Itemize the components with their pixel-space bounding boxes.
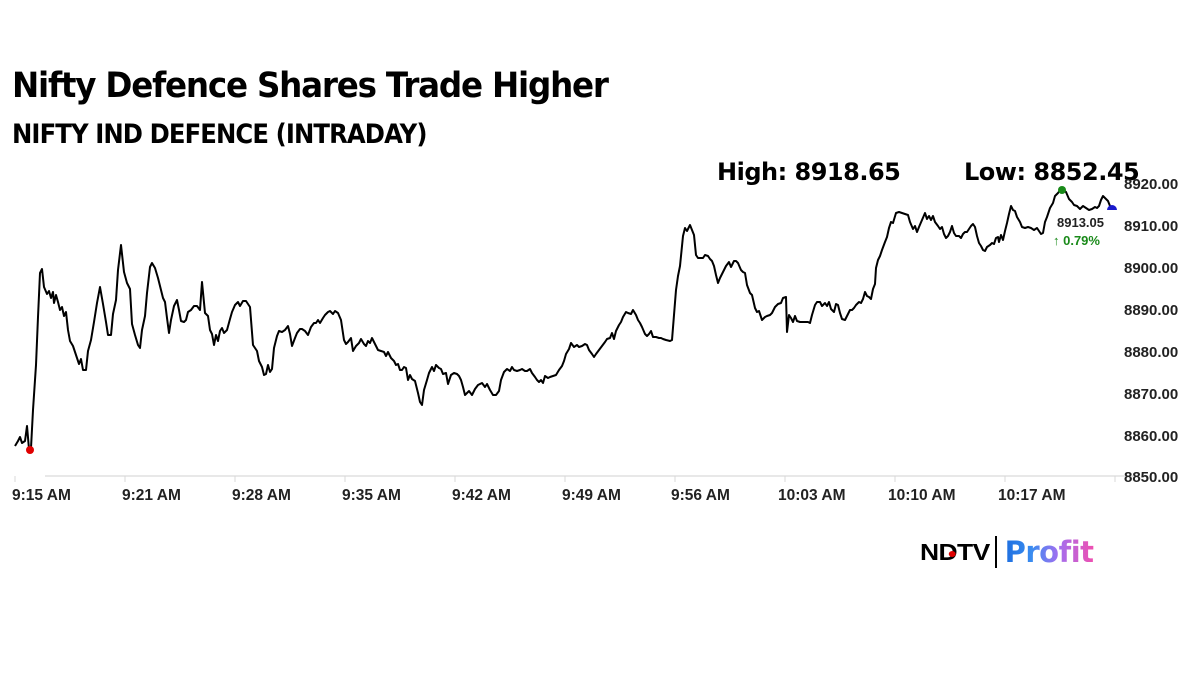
x-tick-label: 10:03 AM (778, 487, 845, 504)
x-axis-labels: 9:15 AM 9:21 AM 9:28 AM 9:35 AM 9:42 AM … (12, 487, 1065, 504)
chart-title: Nifty Defence Shares Trade Higher (12, 66, 609, 106)
price-line (14, 189, 1113, 450)
y-tick-label: 8860.00 (1124, 428, 1178, 445)
y-tick-label: 8850.00 (1124, 469, 1178, 486)
x-tick-label: 10:10 AM (888, 487, 955, 504)
x-tick-label: 9:56 AM (671, 487, 730, 504)
y-tick-label: 8910.00 (1124, 218, 1178, 235)
y-tick-label: 8880.00 (1124, 344, 1178, 361)
x-tick-label: 9:21 AM (122, 487, 181, 504)
x-tick-label: 9:35 AM (342, 487, 401, 504)
logo-divider (994, 536, 997, 568)
red-dot-icon (948, 550, 956, 557)
ndtv-wordmark: NDTV (920, 539, 990, 566)
ndtv-profit-logo: NDTV Profit (920, 535, 1094, 569)
y-tick-label: 8900.00 (1124, 260, 1178, 277)
chart-subtitle: NIFTY IND DEFENCE (INTRADAY) (12, 119, 427, 150)
y-tick-label: 8920.00 (1124, 176, 1178, 193)
last-value-marker (1107, 205, 1117, 210)
x-tick-label: 9:42 AM (452, 487, 511, 504)
x-tick-label: 9:15 AM (12, 487, 71, 504)
last-value-label: 8913.05 (1057, 215, 1104, 230)
high-marker (1058, 186, 1066, 194)
y-tick-label: 8890.00 (1124, 302, 1178, 319)
profit-wordmark: Profit (1004, 535, 1094, 569)
change-percent-label: ↑ 0.79% (1053, 233, 1100, 248)
low-marker (26, 446, 34, 454)
x-tick-label: 9:49 AM (562, 487, 621, 504)
x-tick-label: 10:17 AM (998, 487, 1065, 504)
x-axis-ticks (14, 476, 1116, 482)
low-value-label: Low: 8852.45 (964, 158, 1140, 186)
x-tick-label: 9:28 AM (232, 487, 291, 504)
y-axis-labels: 8920.00 8910.00 8900.00 8890.00 8880.00 … (1124, 176, 1178, 486)
y-tick-label: 8870.00 (1124, 386, 1178, 403)
high-value-label: High: 8918.65 (717, 158, 901, 186)
